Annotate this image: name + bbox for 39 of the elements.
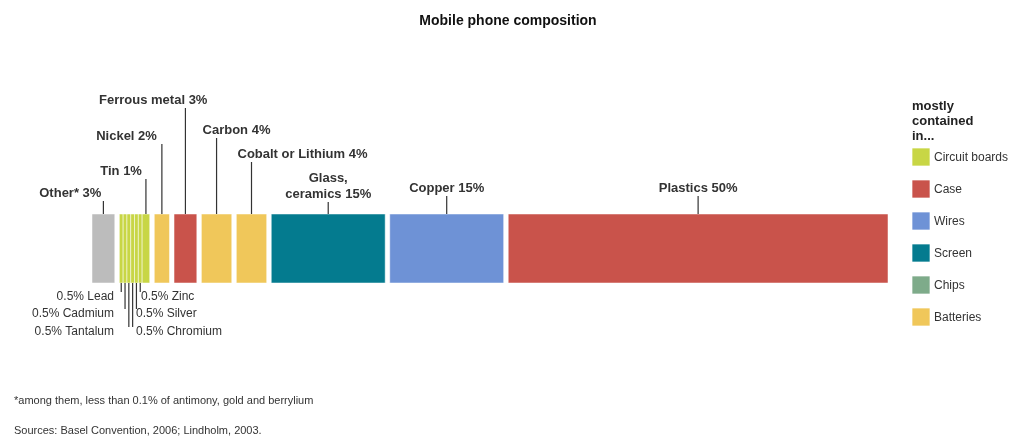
data-label: 50% xyxy=(711,180,738,195)
category-label: Plastics xyxy=(658,180,708,195)
legend-label: Wires xyxy=(934,214,965,228)
data-label: 0.5% xyxy=(31,306,60,320)
category-label: Cadmium xyxy=(62,306,115,320)
data-label: 1% xyxy=(123,163,143,178)
category-label: Chromium xyxy=(166,324,223,338)
category-label: Zinc xyxy=(171,289,195,303)
category-label: Copper xyxy=(409,180,455,195)
legend-label: Case xyxy=(934,182,963,196)
source-note: Sources: Basel Convention, 2006; Lindholm, 2003. xyxy=(14,424,262,436)
category-label: Nickel xyxy=(96,128,135,143)
data-label: 0.5% xyxy=(136,306,164,320)
legend-label: Screen xyxy=(934,246,973,260)
data-label: 2% xyxy=(138,128,158,143)
data-label: 4% xyxy=(348,146,368,161)
data-label: 15% xyxy=(458,180,485,195)
data-label: 0.5% xyxy=(141,289,169,303)
category-label: Cobalt or Lithium xyxy=(237,146,346,161)
category-label: Carbon xyxy=(202,122,249,137)
data-label: 0.5% xyxy=(56,289,85,303)
data-label: 0.5% xyxy=(136,324,164,338)
category-label: Tantalum xyxy=(65,324,115,338)
data-label: 0.5% xyxy=(34,324,63,338)
legend-title: mostly contained in... xyxy=(912,98,974,143)
text: Mobile phone composition xyxy=(419,12,597,28)
legend-label: Chips xyxy=(934,278,965,292)
data-label: 4% xyxy=(251,122,271,137)
category-label: Ferrous metal xyxy=(99,92,186,107)
category-label: Silver xyxy=(166,306,197,320)
category-label: Tin xyxy=(100,163,120,178)
category-label: Other* xyxy=(39,185,80,200)
data-label: 15% xyxy=(345,186,372,201)
legend-label: Batteries xyxy=(934,310,982,324)
text: *among them, less than 0.1% of antimony, gold and berrylium xyxy=(14,394,314,406)
legend-label: Circuit boards xyxy=(934,150,1009,164)
data-label: 3% xyxy=(82,185,102,200)
category-label: Lead xyxy=(87,289,115,303)
data-label: 3% xyxy=(188,92,208,107)
